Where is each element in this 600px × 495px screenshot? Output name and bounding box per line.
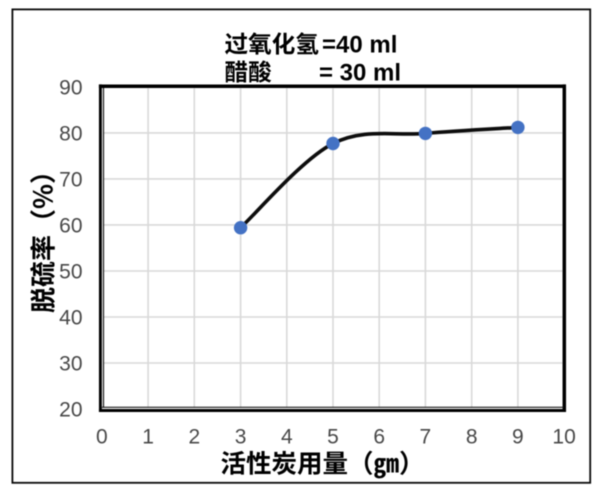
svg-text:1: 1 [142,426,154,449]
svg-text:3: 3 [235,426,247,449]
svg-text:8: 8 [466,426,478,449]
svg-text:10: 10 [552,426,575,449]
svg-text:30: 30 [59,353,82,376]
svg-text:4: 4 [281,426,293,449]
svg-text:= 30 ml: = 30 ml [319,60,401,87]
svg-text:7: 7 [420,426,432,449]
svg-text:90: 90 [59,77,82,100]
svg-text:6: 6 [373,426,385,449]
svg-text:5: 5 [327,426,339,449]
svg-text:9: 9 [512,426,524,449]
svg-text:80: 80 [59,123,82,146]
svg-text:70: 70 [59,169,82,192]
svg-text:20: 20 [59,399,82,422]
svg-text:0: 0 [96,426,108,449]
svg-text:50: 50 [59,261,82,284]
svg-text:=40 ml: =40 ml [322,32,397,59]
svg-text:2: 2 [188,426,200,449]
svg-text:60: 60 [59,215,82,238]
svg-text:40: 40 [59,307,82,330]
